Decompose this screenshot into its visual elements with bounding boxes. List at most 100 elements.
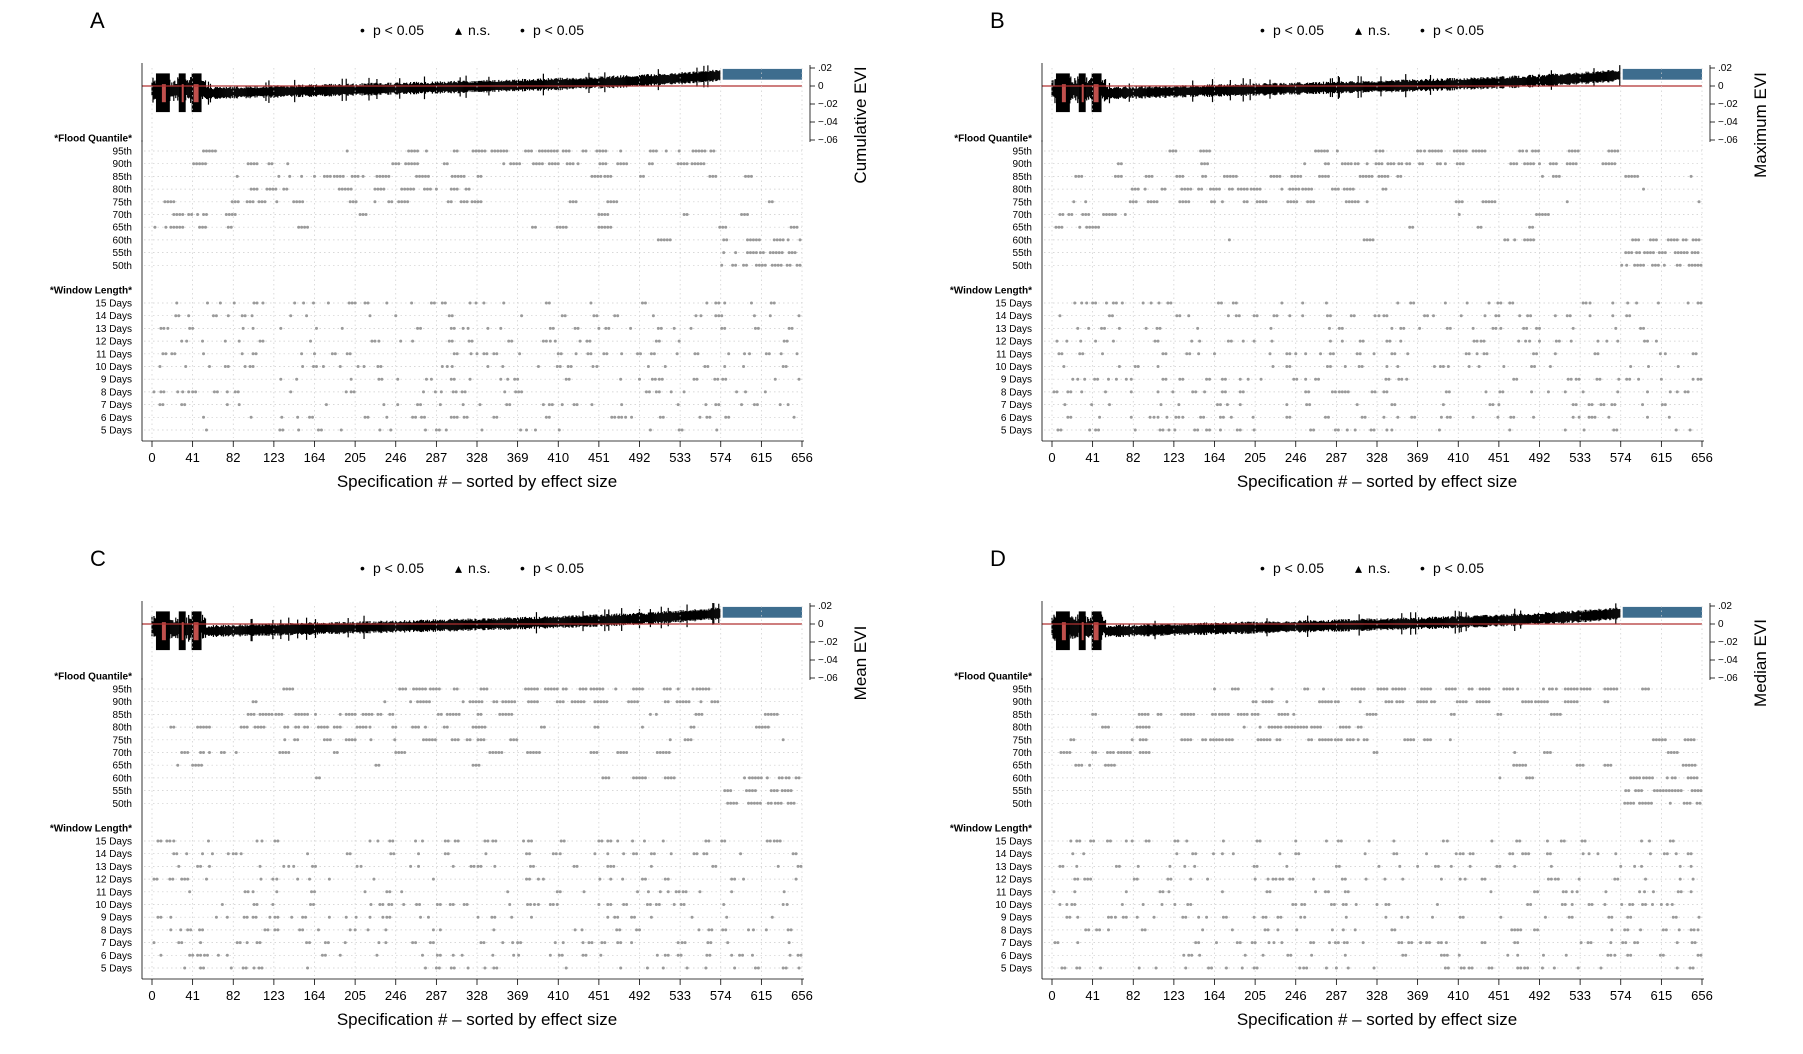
indicator-dot bbox=[764, 264, 767, 267]
indicator-dot bbox=[716, 378, 719, 381]
x-tick-label: 328 bbox=[466, 988, 488, 1003]
indicator-dot bbox=[657, 327, 660, 330]
indicator-dot bbox=[620, 403, 623, 406]
indicator-dot bbox=[166, 327, 169, 330]
indicator-dot bbox=[684, 941, 687, 944]
indicator-dot bbox=[613, 916, 616, 919]
indicator-dot bbox=[779, 403, 782, 406]
indicator-dot bbox=[604, 776, 607, 779]
indicator-dot bbox=[364, 416, 367, 419]
indicator-dot bbox=[771, 916, 774, 919]
indicator-dot bbox=[630, 941, 633, 944]
legend-symbol: • bbox=[360, 560, 365, 576]
indicator-dot bbox=[1630, 175, 1633, 178]
indicator-dot bbox=[556, 700, 559, 703]
indicator-dot bbox=[424, 967, 427, 970]
indicator-dot bbox=[597, 903, 600, 906]
indicator-dot bbox=[714, 403, 717, 406]
indicator-dot bbox=[744, 175, 747, 178]
indicator-dot bbox=[345, 916, 348, 919]
indicator-dot bbox=[351, 302, 354, 305]
indicator-dot bbox=[231, 200, 234, 203]
indicator-dot bbox=[1677, 251, 1680, 254]
indicator-dot bbox=[1334, 390, 1337, 393]
indicator-dot bbox=[1698, 238, 1701, 241]
indicator-dot bbox=[323, 726, 326, 729]
x-tick-label: 533 bbox=[1569, 450, 1591, 465]
indicator-dot bbox=[607, 327, 610, 330]
spec-curve-chart: B•p < 0.05▴n.s.•p < 0.05.020−.02−.04−.06… bbox=[900, 0, 1800, 516]
indicator-dot bbox=[436, 903, 439, 906]
indicator-dot bbox=[416, 403, 419, 406]
indicator-dot bbox=[708, 416, 711, 419]
indicator-dot bbox=[1328, 327, 1331, 330]
indicator-dot bbox=[454, 840, 457, 843]
indicator-dot bbox=[466, 416, 469, 419]
indicator-dot bbox=[729, 789, 732, 792]
indicator-dot bbox=[770, 802, 773, 805]
indicator-dot bbox=[1331, 188, 1334, 191]
indicator-dot bbox=[527, 700, 530, 703]
indicator-dot bbox=[569, 200, 572, 203]
indicator-dot bbox=[782, 365, 785, 368]
indicator-dot bbox=[764, 390, 767, 393]
indicator-dot bbox=[758, 238, 761, 241]
indicator-dot bbox=[554, 162, 557, 165]
indicator-dot bbox=[1101, 352, 1104, 355]
indicator-dot bbox=[659, 890, 662, 893]
indicator-dot bbox=[591, 365, 594, 368]
indicator-dot bbox=[747, 175, 750, 178]
indicator-dot bbox=[1285, 416, 1288, 419]
indicator-dot bbox=[557, 352, 560, 355]
indicator-dot bbox=[164, 226, 167, 229]
indicator-dot bbox=[1174, 416, 1177, 419]
row-label: 80th bbox=[1013, 185, 1032, 196]
indicator-dot bbox=[1568, 150, 1571, 153]
indicator-dot bbox=[1087, 213, 1090, 216]
indicator-dot bbox=[259, 726, 262, 729]
indicator-dot bbox=[313, 352, 316, 355]
indicator-dot bbox=[244, 890, 247, 893]
indicator-dot bbox=[1459, 150, 1462, 153]
indicator-dot bbox=[1661, 403, 1664, 406]
indicator-dot bbox=[1667, 238, 1670, 241]
indicator-dot bbox=[1131, 188, 1134, 191]
indicator-dot bbox=[574, 700, 577, 703]
indicator-dot bbox=[1566, 314, 1569, 317]
indicator-dot bbox=[513, 700, 516, 703]
indicator-dot bbox=[795, 776, 798, 779]
indicator-dot bbox=[614, 688, 617, 691]
indicator-dot bbox=[469, 738, 472, 741]
indicator-dot bbox=[475, 700, 478, 703]
indicator-dot bbox=[515, 162, 518, 165]
indicator-dot bbox=[1462, 150, 1465, 153]
indicator-dot bbox=[1616, 390, 1619, 393]
indicator-dot bbox=[1593, 352, 1596, 355]
indicator-dot bbox=[632, 852, 635, 855]
indicator-dot bbox=[362, 213, 365, 216]
indicator-dot bbox=[1487, 302, 1490, 305]
x-tick-label: 123 bbox=[1163, 450, 1185, 465]
indicator-dot bbox=[1558, 340, 1561, 343]
indicator-dot bbox=[724, 928, 727, 931]
indicator-dot bbox=[1259, 200, 1262, 203]
indicator-dot bbox=[385, 916, 388, 919]
indicator-dot bbox=[317, 928, 320, 931]
indicator-dot bbox=[693, 162, 696, 165]
indicator-dot bbox=[463, 416, 466, 419]
indicator-dot bbox=[1523, 238, 1526, 241]
indicator-dot bbox=[434, 738, 437, 741]
indicator-dot bbox=[1458, 200, 1461, 203]
indicator-dot bbox=[502, 150, 505, 153]
indicator-dot bbox=[514, 390, 517, 393]
indicator-dot bbox=[400, 751, 403, 754]
indicator-dot bbox=[596, 726, 599, 729]
indicator-dot bbox=[430, 302, 433, 305]
indicator-dot bbox=[775, 251, 778, 254]
indicator-dot bbox=[1344, 365, 1347, 368]
indicator-dot bbox=[782, 903, 785, 906]
indicator-dot bbox=[306, 852, 309, 855]
indicator-dot bbox=[177, 865, 180, 868]
indicator-dot bbox=[495, 967, 498, 970]
indicator-dot bbox=[652, 314, 655, 317]
